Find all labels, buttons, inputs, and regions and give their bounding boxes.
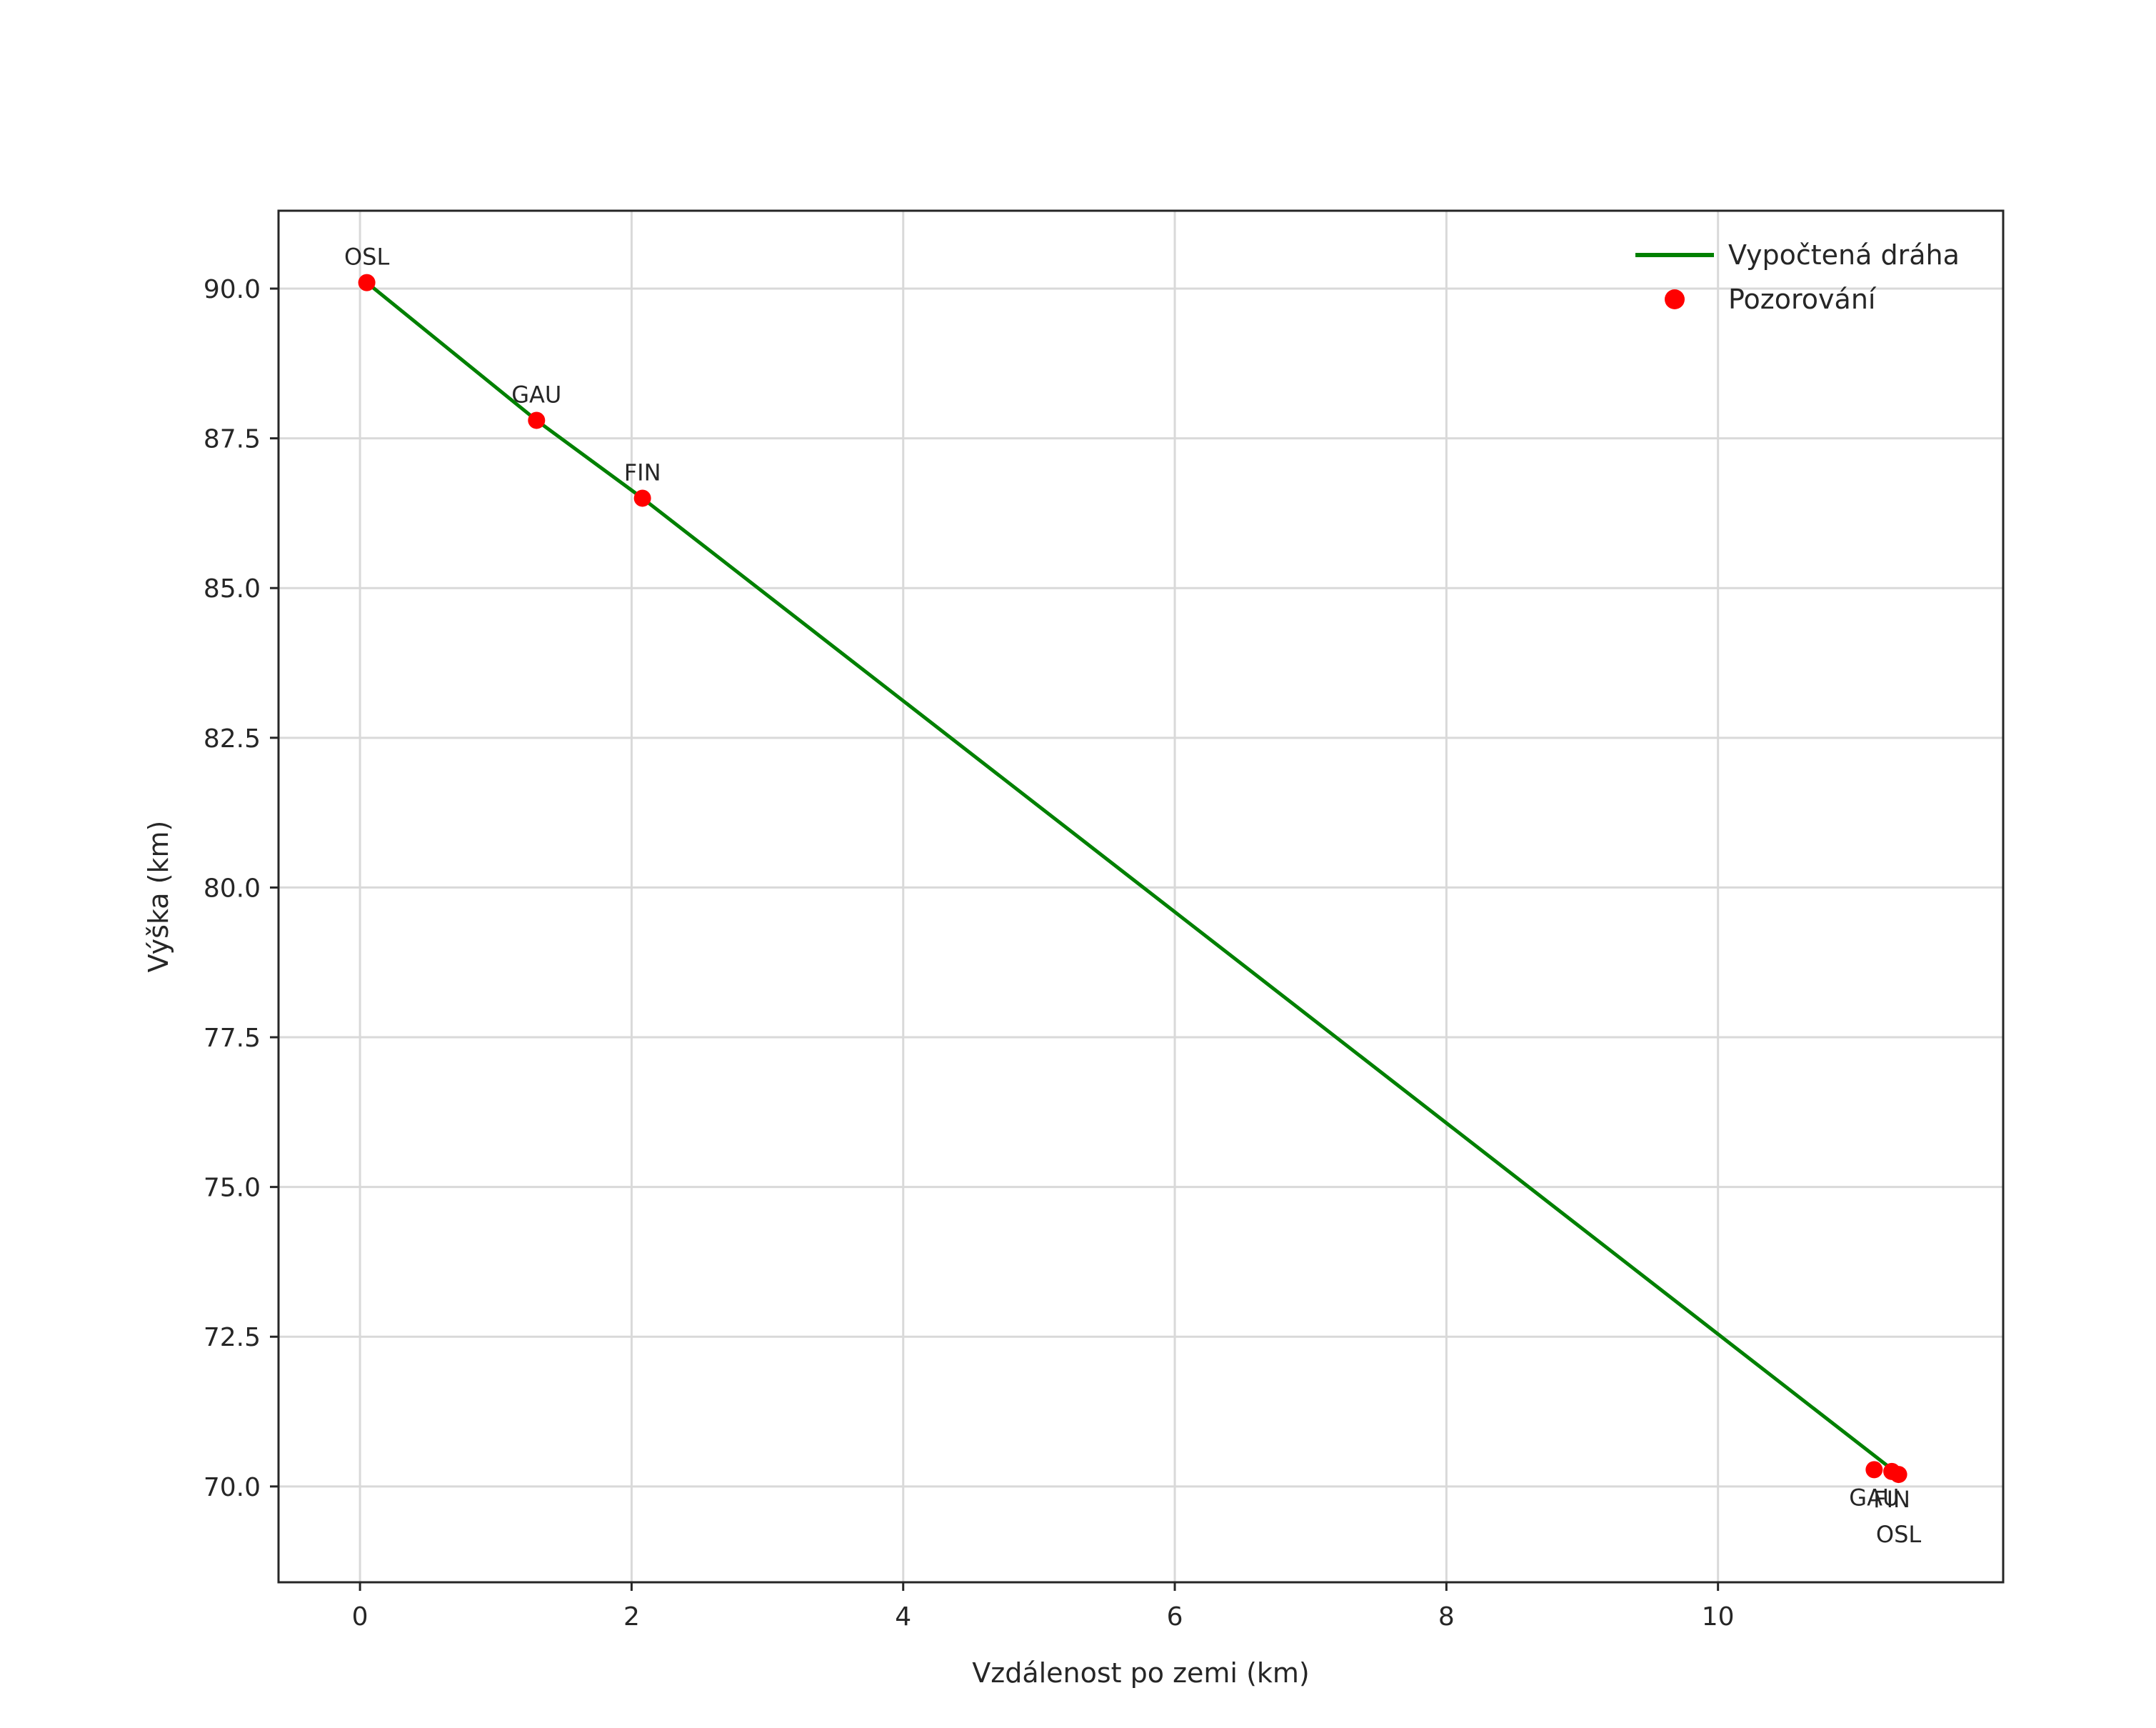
observation-point <box>1865 1461 1883 1479</box>
y-axis-tick-label: 90.0 <box>204 275 261 304</box>
y-axis-tick-label: 85.0 <box>204 574 261 604</box>
trajectory-line <box>365 281 1901 1477</box>
y-axis-label: Výška (km) <box>143 821 174 973</box>
x-axis-tick-label: 0 <box>352 1602 368 1632</box>
point-label: OSL <box>1876 1521 1922 1548</box>
point-label: GAU <box>1849 1484 1899 1511</box>
point-label: FIN <box>624 459 661 486</box>
point-label: OSL <box>344 244 390 271</box>
x-axis-tick-label: 6 <box>1167 1602 1183 1632</box>
legend-label: Vypočtená dráha <box>1728 239 1960 271</box>
x-axis-tick-label: 4 <box>895 1602 911 1632</box>
x-axis-tick-label: 2 <box>623 1602 640 1632</box>
observation-point <box>528 411 546 429</box>
y-axis-tick-label: 82.5 <box>204 724 261 754</box>
x-axis-tick-label: 8 <box>1438 1602 1455 1632</box>
legend-label: Pozorování <box>1728 284 1877 315</box>
plot-border <box>277 209 2005 1584</box>
x-axis-tick-label: 10 <box>1702 1602 1735 1632</box>
point-label: FIN <box>1873 1486 1910 1513</box>
y-axis-tick-label: 75.0 <box>204 1174 261 1203</box>
legend-marker-sample <box>1665 289 1685 309</box>
observation-point <box>633 489 651 507</box>
observation-point <box>358 274 376 291</box>
y-axis-tick-label: 70.0 <box>204 1473 261 1502</box>
y-axis-tick-label: 87.5 <box>204 425 261 454</box>
y-axis-tick-label: 77.5 <box>204 1024 261 1053</box>
y-axis-tick-label: 80.0 <box>204 874 261 903</box>
observation-point <box>1890 1466 1907 1484</box>
point-label: GAU <box>511 381 561 408</box>
y-axis-tick-label: 72.5 <box>204 1323 261 1352</box>
x-axis-label: Vzdálenost po zemi (km) <box>972 1657 1310 1689</box>
